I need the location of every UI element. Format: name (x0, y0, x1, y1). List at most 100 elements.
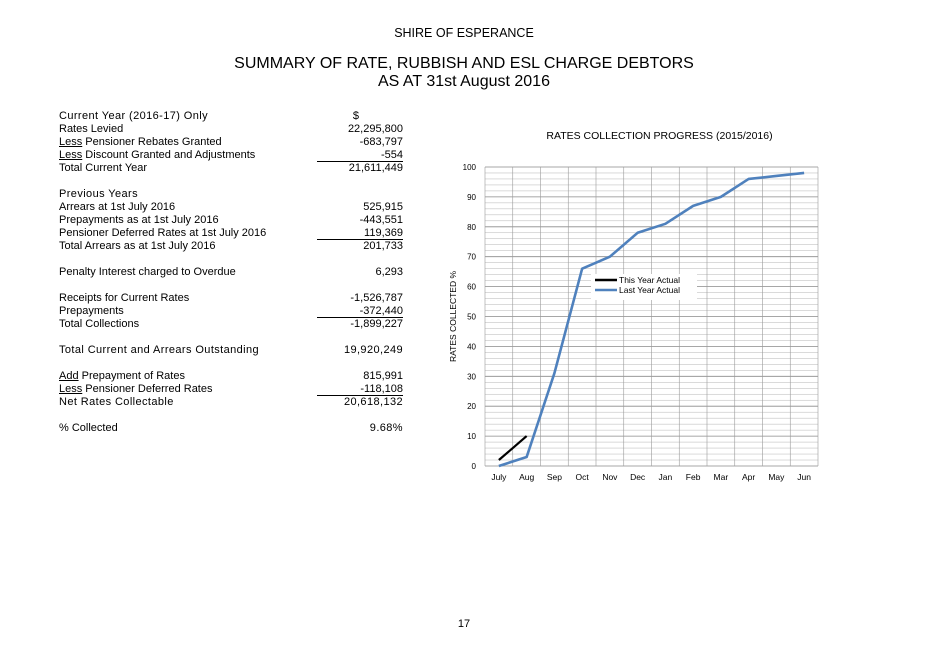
collected-label: % Collected (59, 422, 118, 434)
x-tick-label: July (491, 472, 507, 482)
y-tick-label: 40 (467, 342, 476, 351)
add-prepayment-text: Prepayment of Rates (78, 370, 185, 382)
discount-label: Less Discount Granted and Adjustments (59, 149, 255, 162)
total-arrears-label: Total Arrears as at 1st July 2016 (59, 240, 216, 252)
x-tick-label: Apr (742, 472, 755, 482)
total-current-year-label: Total Current Year (59, 162, 148, 174)
receipts-label: Receipts for Current Rates (59, 292, 190, 304)
rates-levied-row: Rates Levied 22,295,800 (59, 123, 411, 136)
report-title: SUMMARY OF RATE, RUBBISH AND ESL CHARGE … (234, 55, 694, 72)
y-tick-label: 70 (467, 253, 476, 262)
x-tick-label: Mar (714, 472, 729, 482)
total-collections-row: Total Collections -1,899,227 (59, 318, 411, 331)
y-axis-label: RATES COLLECTED % (448, 271, 458, 362)
chart-title: RATES COLLECTION PROGRESS (2015/2016) (546, 130, 772, 142)
total-current-year-row: Total Current Year 21,611,449 (59, 162, 411, 175)
x-tick-label: Nov (602, 472, 618, 482)
total-arrears-value: 201,733 (363, 240, 403, 252)
net-collectable-row: Net Rates Collectable 20,618,132 (59, 396, 411, 409)
x-tick-label: Feb (686, 472, 701, 482)
total-arrears-row: Total Arrears as at 1st July 2016 201,73… (59, 240, 411, 253)
series-line (498, 435, 528, 461)
penalty-interest-label: Penalty Interest charged to Overdue (59, 266, 236, 278)
pensioner-rebates-row: Less Pensioner Rebates Granted -683,797 (59, 136, 411, 149)
less-prefix: Less (59, 383, 83, 395)
deferred-rates-value: 119,369 (317, 227, 403, 240)
legend-box (591, 274, 697, 300)
pensioner-rebates-label: Less Pensioner Rebates Granted (59, 136, 222, 149)
arrears-label: Arrears at 1st July 2016 (59, 201, 176, 213)
outstanding-row: Total Current and Arrears Outstanding 19… (59, 344, 411, 357)
x-tick-label: Oct (576, 472, 590, 482)
organisation-name: SHIRE OF ESPERANCE (394, 26, 534, 40)
rates-levied-value: 22,295,800 (347, 123, 403, 135)
deferred-rates-row: Pensioner Deferred Rates at 1st July 201… (59, 227, 411, 240)
x-tick-label: Dec (630, 472, 646, 482)
less-prefix: Less (59, 136, 83, 148)
legend-label: This Year Actual (619, 275, 680, 285)
arrears-value: 525,915 (363, 201, 403, 213)
total-collections-value: -1,899,227 (350, 318, 403, 330)
y-tick-label: 80 (467, 223, 476, 232)
y-tick-label: 60 (467, 283, 476, 292)
x-tick-label: Aug (519, 472, 534, 482)
legend-label: Last Year Actual (619, 285, 680, 295)
y-tick-label: 90 (467, 193, 476, 202)
add-prepayment-label: Add Prepayment of Rates (59, 370, 185, 383)
receipts-value: -1,526,787 (350, 292, 403, 304)
previous-years-heading: Previous Years (59, 188, 138, 200)
discount-row: Less Discount Granted and Adjustments -5… (59, 149, 411, 162)
discount-value: -554 (317, 149, 403, 162)
x-tick-label: May (768, 472, 785, 482)
outstanding-label: Total Current and Arrears Outstanding (59, 344, 260, 356)
total-collections-label: Total Collections (59, 318, 140, 330)
prepayments-row: Prepayments -372,440 (59, 305, 411, 318)
previous-years-heading-row: Previous Years (59, 188, 411, 201)
collected-row: % Collected 9.68% (59, 422, 411, 435)
report-date: AS AT 31st August 2016 (378, 73, 550, 90)
series-line (498, 171, 805, 468)
prepayments-value: -372,440 (317, 305, 403, 318)
prepayments-july-row: Prepayments as at 1st July 2016 -443,551 (59, 214, 411, 227)
add-prepayment-value: 815,991 (363, 370, 403, 382)
penalty-interest-value: 6,293 (375, 266, 403, 278)
prepayments-july-label: Prepayments as at 1st July 2016 (59, 214, 219, 226)
prepayments-label: Prepayments (59, 305, 124, 317)
prepayments-july-value: -443,551 (359, 214, 403, 226)
outstanding-value: 19,920,249 (343, 344, 403, 356)
collected-value: 9.68% (369, 422, 403, 434)
currency-symbol: $ (352, 110, 359, 122)
x-tick-label: Jan (659, 472, 673, 482)
current-year-heading: Current Year (2016-17) Only (59, 110, 208, 122)
pensioner-rebates-text: Pensioner Rebates Granted (82, 136, 222, 148)
y-tick-label: 100 (463, 163, 477, 172)
x-tick-label: Sep (547, 472, 562, 482)
total-current-year-value: 21,611,449 (348, 162, 403, 174)
less-deferred-value: -118,108 (317, 383, 403, 396)
less-prefix: Less (59, 149, 83, 161)
add-prepayment-row: Add Prepayment of Rates 815,991 (59, 370, 411, 383)
receipts-row: Receipts for Current Rates -1,526,787 (59, 292, 411, 305)
add-prefix: Add (59, 370, 79, 382)
collection-progress-chart: RATES COLLECTION PROGRESS (2015/2016) 0 10… (448, 130, 819, 482)
less-deferred-label: Less Pensioner Deferred Rates (59, 383, 212, 396)
discount-text: Discount Granted and Adjustments (82, 149, 256, 161)
y-tick-label: 20 (467, 402, 476, 411)
current-year-heading-row: Current Year (2016-17) Only $ (59, 110, 411, 123)
y-tick-label: 50 (467, 313, 476, 322)
financial-summary: Current Year (2016-17) Only $ Rates Levi… (59, 110, 411, 435)
y-tick-label: 0 (472, 462, 477, 471)
net-collectable-label: Net Rates Collectable (59, 396, 174, 408)
net-collectable-value: 20,618,132 (343, 396, 403, 408)
y-tick-label: 10 (467, 432, 476, 441)
penalty-interest-row: Penalty Interest charged to Overdue 6,29… (59, 266, 411, 279)
arrears-row: Arrears at 1st July 2016 525,915 (59, 201, 411, 214)
rates-levied-label: Rates Levied (59, 123, 124, 135)
less-deferred-row: Less Pensioner Deferred Rates -118,108 (59, 383, 411, 396)
x-tick-label: Jun (797, 472, 811, 482)
deferred-rates-label: Pensioner Deferred Rates at 1st July 201… (59, 227, 267, 239)
pensioner-rebates-value: -683,797 (359, 136, 403, 148)
y-tick-label: 30 (467, 372, 476, 381)
less-deferred-text: Pensioner Deferred Rates (82, 383, 213, 395)
page-number: 17 (457, 618, 471, 630)
